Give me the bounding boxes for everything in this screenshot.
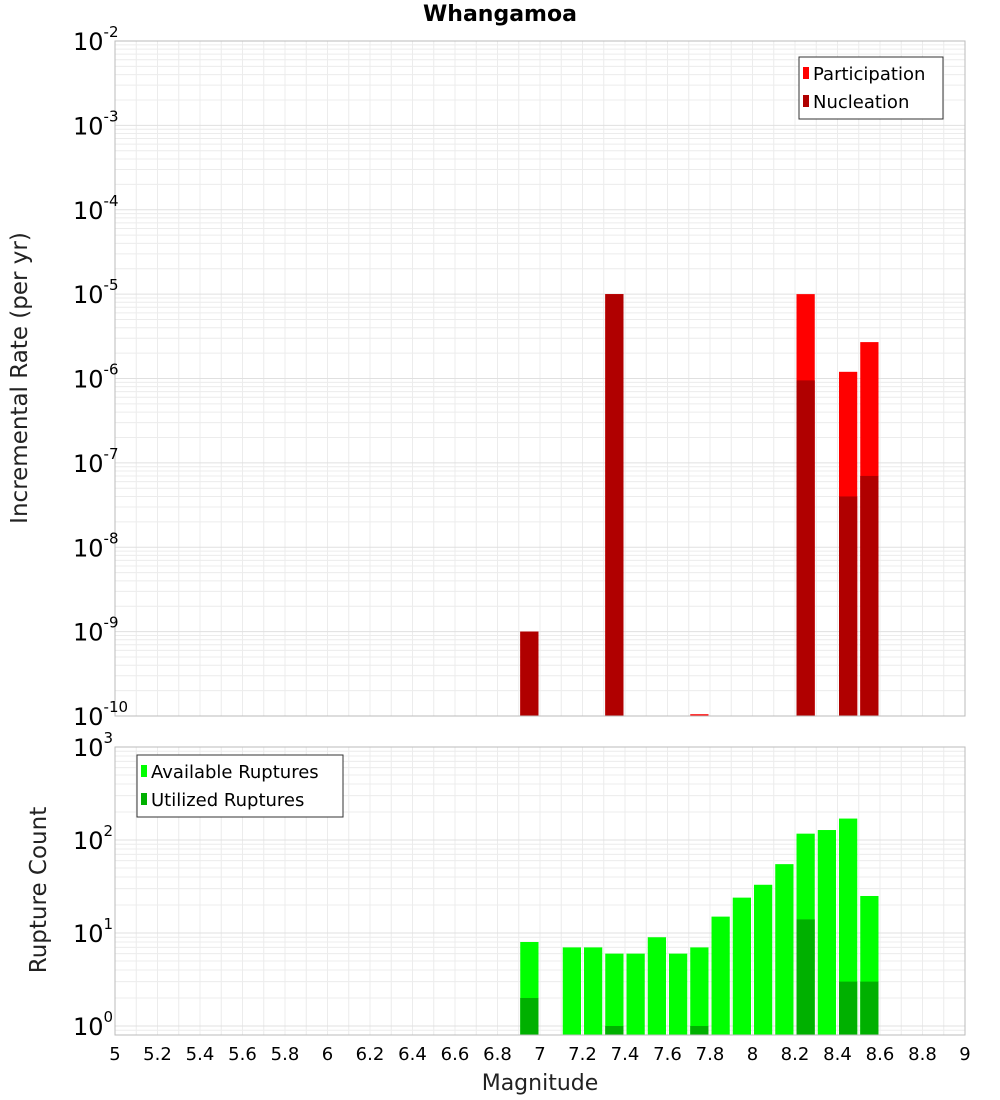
x-axis-label: Magnitude (482, 1071, 599, 1096)
legend-swatch (141, 793, 147, 805)
legend-label: Available Ruptures (151, 762, 319, 783)
count-bar-primary (754, 884, 773, 1035)
bottom-plot-bars (520, 818, 879, 1035)
count-bar-secondary (690, 1025, 709, 1035)
x-tick-label: 9 (959, 1044, 970, 1065)
y-tick-label: 10-4 (73, 192, 119, 225)
top-legend: Participation Nucleation (798, 56, 944, 120)
count-bar-primary (562, 947, 581, 1035)
count-bar-primary (647, 937, 666, 1035)
top-plot-frame (114, 40, 966, 717)
chart-title: Whangamoa (423, 2, 577, 27)
count-bar-secondary (860, 981, 879, 1035)
bottom-y-ticks: 100 101 102 103 (73, 729, 113, 1041)
x-axis-ticks: 5 5.2 5.4 5.6 5.8 6 6.2 6.4 6.6 6.8 7 7.2 7.4 7.6 7.8 8… (109, 1044, 970, 1065)
x-tick-label: 5.6 (228, 1044, 257, 1065)
rate-bar-primary (690, 714, 709, 716)
x-tick-label: 7.4 (611, 1044, 640, 1065)
y-tick-label: 10-5 (73, 276, 119, 309)
x-tick-label: 5.2 (143, 1044, 172, 1065)
top-plot-bars (520, 294, 879, 716)
y-tick-label: 10-9 (73, 614, 119, 647)
x-tick-label: 7.2 (568, 1044, 597, 1065)
y-tick-label: 10-8 (73, 529, 119, 562)
y-tick-label: 102 (73, 822, 113, 855)
rate-bar-secondary (860, 475, 879, 716)
y-tick-label: 10-3 (73, 107, 119, 140)
count-bar-secondary (796, 919, 815, 1035)
y-tick-label: 10-7 (73, 445, 119, 478)
x-tick-label: 6.8 (483, 1044, 512, 1065)
count-bar-primary (626, 953, 645, 1035)
count-bar-primary (817, 830, 836, 1035)
legend-swatch (803, 95, 809, 107)
rate-bar-secondary (605, 294, 624, 716)
count-bar-primary (839, 818, 858, 1035)
y-tick-label: 100 (73, 1008, 113, 1041)
x-tick-label: 7 (534, 1044, 545, 1065)
count-bar-secondary (839, 981, 858, 1035)
count-bar-secondary (520, 997, 539, 1035)
bottom-legend: Available Ruptures Utilized Ruptures (136, 754, 344, 818)
count-bar-primary (711, 916, 730, 1035)
x-tick-label: 6 (322, 1044, 333, 1065)
x-tick-label: 8.2 (781, 1044, 810, 1065)
legend-label: Participation (813, 64, 925, 85)
x-tick-label: 6.4 (398, 1044, 427, 1065)
count-bar-secondary (605, 1025, 624, 1035)
legend-label: Utilized Ruptures (151, 790, 304, 811)
x-tick-label: 8.6 (866, 1044, 895, 1065)
x-tick-label: 5 (109, 1044, 120, 1065)
bottom-y-axis-label: Rupture Count (26, 807, 52, 973)
x-tick-label: 5.4 (186, 1044, 215, 1065)
y-tick-label: 101 (73, 915, 113, 948)
bottom-plot-frame (114, 746, 966, 1036)
y-tick-label: 10-2 (73, 23, 119, 56)
count-bar-primary (669, 953, 688, 1035)
x-tick-label: 8 (747, 1044, 758, 1065)
rate-bar-secondary (839, 496, 858, 716)
top-plot-grid (114, 40, 966, 717)
x-tick-label: 5.8 (271, 1044, 300, 1065)
count-bar-primary (690, 947, 709, 1035)
x-tick-label: 8.4 (823, 1044, 852, 1065)
y-tick-label: 10-6 (73, 361, 119, 394)
x-tick-label: 6.6 (441, 1044, 470, 1065)
x-tick-label: 6.2 (356, 1044, 385, 1065)
x-tick-label: 8.8 (908, 1044, 937, 1065)
legend-box (136, 754, 344, 818)
legend-swatch (141, 765, 147, 777)
legend-label: Nucleation (813, 92, 909, 113)
count-bar-primary (605, 953, 624, 1035)
x-tick-label: 7.8 (696, 1044, 725, 1065)
top-y-ticks: 10-10 10-9 10-8 10-7 10-6 10-5 10-4 10-3 10-2 (73, 23, 128, 731)
rate-bar-secondary (796, 380, 815, 716)
rate-bar-secondary (520, 631, 539, 716)
legend-box (798, 56, 944, 120)
count-bar-primary (732, 897, 751, 1035)
y-tick-label: 10-10 (73, 698, 128, 731)
x-tick-label: 7.6 (653, 1044, 682, 1065)
y-tick-label: 103 (73, 729, 113, 762)
legend-swatch (803, 67, 809, 79)
count-bar-primary (775, 864, 794, 1035)
count-bar-primary (584, 947, 603, 1035)
top-y-axis-label: Incremental Rate (per yr) (7, 232, 33, 524)
